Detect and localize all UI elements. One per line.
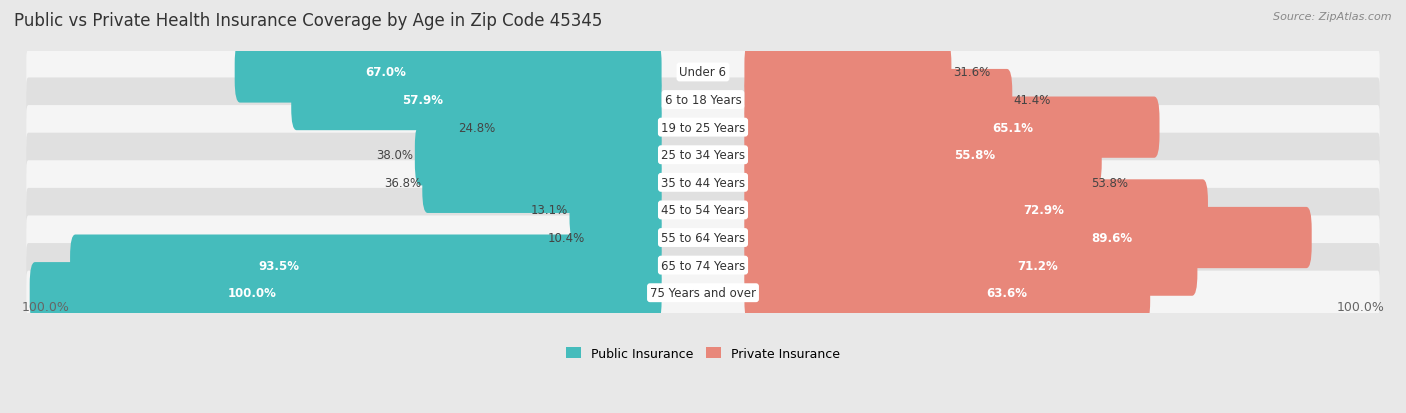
- Text: Source: ZipAtlas.com: Source: ZipAtlas.com: [1274, 12, 1392, 22]
- Text: 25 to 34 Years: 25 to 34 Years: [661, 149, 745, 162]
- FancyBboxPatch shape: [235, 42, 662, 103]
- Text: 67.0%: 67.0%: [366, 66, 406, 79]
- Text: 41.4%: 41.4%: [1014, 94, 1052, 107]
- FancyBboxPatch shape: [496, 97, 662, 159]
- Text: 35 to 44 Years: 35 to 44 Years: [661, 176, 745, 190]
- Text: 19 to 25 Years: 19 to 25 Years: [661, 121, 745, 134]
- FancyBboxPatch shape: [27, 271, 1379, 315]
- Text: 10.4%: 10.4%: [548, 231, 585, 244]
- FancyBboxPatch shape: [27, 51, 1379, 95]
- Text: 100.0%: 100.0%: [1337, 300, 1385, 313]
- Text: 31.6%: 31.6%: [953, 66, 990, 79]
- FancyBboxPatch shape: [744, 42, 952, 103]
- FancyBboxPatch shape: [569, 180, 662, 241]
- FancyBboxPatch shape: [415, 125, 662, 186]
- FancyBboxPatch shape: [744, 70, 1012, 131]
- Text: 65.1%: 65.1%: [993, 121, 1033, 134]
- Text: 75 Years and over: 75 Years and over: [650, 287, 756, 299]
- Text: 100.0%: 100.0%: [21, 300, 69, 313]
- Text: 36.8%: 36.8%: [384, 176, 420, 190]
- FancyBboxPatch shape: [30, 262, 662, 323]
- FancyBboxPatch shape: [27, 78, 1379, 122]
- Text: 38.0%: 38.0%: [377, 149, 413, 162]
- Text: Under 6: Under 6: [679, 66, 727, 79]
- FancyBboxPatch shape: [586, 207, 662, 268]
- FancyBboxPatch shape: [744, 235, 1198, 296]
- FancyBboxPatch shape: [291, 70, 662, 131]
- FancyBboxPatch shape: [27, 133, 1379, 178]
- Text: 24.8%: 24.8%: [458, 121, 495, 134]
- FancyBboxPatch shape: [744, 152, 1090, 214]
- Text: 71.2%: 71.2%: [1017, 259, 1057, 272]
- FancyBboxPatch shape: [744, 180, 1208, 241]
- Legend: Public Insurance, Private Insurance: Public Insurance, Private Insurance: [561, 342, 845, 365]
- FancyBboxPatch shape: [27, 243, 1379, 287]
- Text: 100.0%: 100.0%: [228, 287, 277, 299]
- FancyBboxPatch shape: [744, 125, 1102, 186]
- Text: 89.6%: 89.6%: [1091, 231, 1132, 244]
- FancyBboxPatch shape: [27, 216, 1379, 260]
- Text: 45 to 54 Years: 45 to 54 Years: [661, 204, 745, 217]
- Text: 57.9%: 57.9%: [402, 94, 443, 107]
- FancyBboxPatch shape: [27, 106, 1379, 150]
- FancyBboxPatch shape: [70, 235, 662, 296]
- Text: 13.1%: 13.1%: [531, 204, 568, 217]
- FancyBboxPatch shape: [27, 161, 1379, 205]
- Text: 72.9%: 72.9%: [1024, 204, 1064, 217]
- FancyBboxPatch shape: [744, 207, 1312, 268]
- Text: 63.6%: 63.6%: [986, 287, 1026, 299]
- FancyBboxPatch shape: [744, 262, 1150, 323]
- Text: 93.5%: 93.5%: [259, 259, 299, 272]
- FancyBboxPatch shape: [27, 188, 1379, 233]
- Text: 55.8%: 55.8%: [955, 149, 995, 162]
- Text: 6 to 18 Years: 6 to 18 Years: [665, 94, 741, 107]
- Text: 53.8%: 53.8%: [1091, 176, 1128, 190]
- FancyBboxPatch shape: [744, 97, 1160, 159]
- Text: 65 to 74 Years: 65 to 74 Years: [661, 259, 745, 272]
- FancyBboxPatch shape: [422, 152, 662, 214]
- Text: 55 to 64 Years: 55 to 64 Years: [661, 231, 745, 244]
- Text: Public vs Private Health Insurance Coverage by Age in Zip Code 45345: Public vs Private Health Insurance Cover…: [14, 12, 602, 30]
